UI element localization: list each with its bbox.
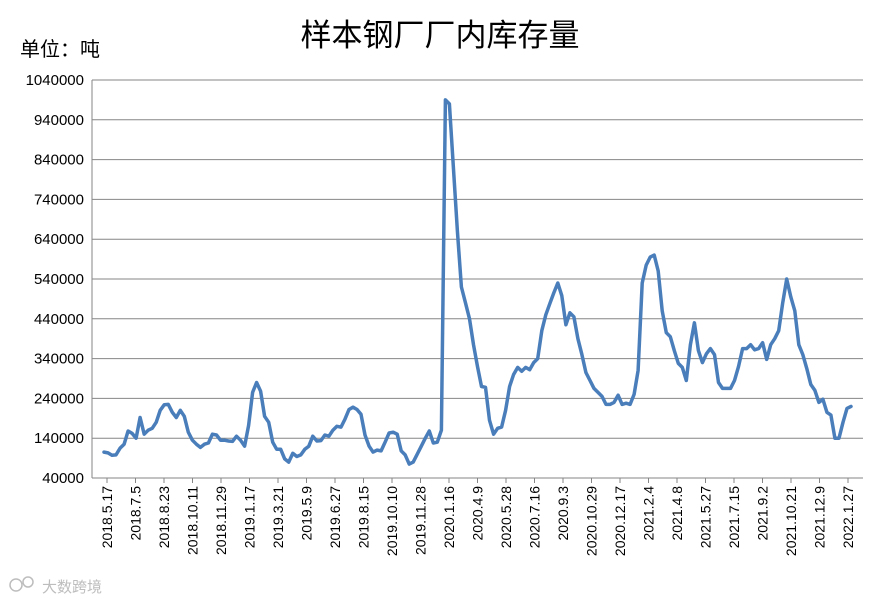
x-tick-label: 2018.8.23 [156,486,172,548]
x-tick-label: 2018.10.11 [185,486,201,555]
y-tick-label: 140000 [34,430,84,447]
x-tick-label: 2019.3.21 [270,486,286,548]
y-tick-label: 740000 [34,191,84,208]
unit-label: 单位：吨 [20,37,100,61]
gridlines [92,79,863,479]
x-tick-label: 2021.10.21 [783,486,799,556]
watermark-logo-icon-2 [22,576,34,588]
chart-title: 样本钢厂厂内库存量 [301,18,580,54]
plot-area [102,98,853,466]
x-tick-label: 2018.11.29 [213,486,229,555]
watermark-text: 大数跨境 [42,578,102,596]
x-tick-label: 2021.7.15 [726,486,742,548]
y-tick-label: 40000 [42,470,84,487]
y-tick-label: 340000 [34,351,84,368]
y-tick-label: 940000 [34,112,84,129]
x-tick-label: 2019.1.17 [242,486,258,548]
x-tick-label: 2021.5.27 [698,486,714,548]
x-tick-label: 2020.9.3 [555,486,571,541]
x-tick-label: 2020.10.29 [584,486,600,556]
y-tick-label: 1040000 [26,72,84,89]
y-tick-label: 440000 [34,311,84,328]
x-tick-label: 2021.12.9 [812,486,828,548]
x-tick-label: 2021.4.8 [669,486,685,541]
x-tick-label: 2021.9.2 [755,486,771,541]
y-tick-label: 540000 [34,271,84,288]
x-tick-label: 2020.5.28 [498,486,514,548]
x-tick-label: 2020.7.16 [527,486,543,548]
x-tick-label: 2018.7.5 [128,486,144,541]
x-tick-label: 2019.5.9 [299,486,315,541]
x-tick-label: 2018.5.17 [99,486,115,548]
x-tick-label: 2021.2.4 [641,486,657,541]
watermark: 大数跨境 [9,576,102,596]
x-tick-label: 2020.12.17 [612,486,628,556]
x-tick-label: 2022.1.27 [840,486,856,548]
x-tick-label: 2019.10.10 [384,486,400,556]
y-axis-ticks: 40000 140000 240000 340000 440000 540000 64000… [26,72,84,487]
watermark-logo-icon [9,578,23,592]
x-tick-label: 2019.6.27 [327,486,343,548]
y-tick-label: 840000 [34,152,84,169]
y-tick-label: 240000 [34,390,84,407]
x-tick-label: 2019.11.28 [413,486,429,555]
x-axis: 2018.5.17 2018.7.5 2018.8.23 2018.10.11 2018… [91,80,856,556]
y-tick-label: 640000 [34,231,84,248]
x-tick-label: 2020.4.9 [470,486,486,541]
x-tick-label: 2019.8.15 [356,486,372,548]
x-tick-label: 2020.1.16 [441,486,457,548]
